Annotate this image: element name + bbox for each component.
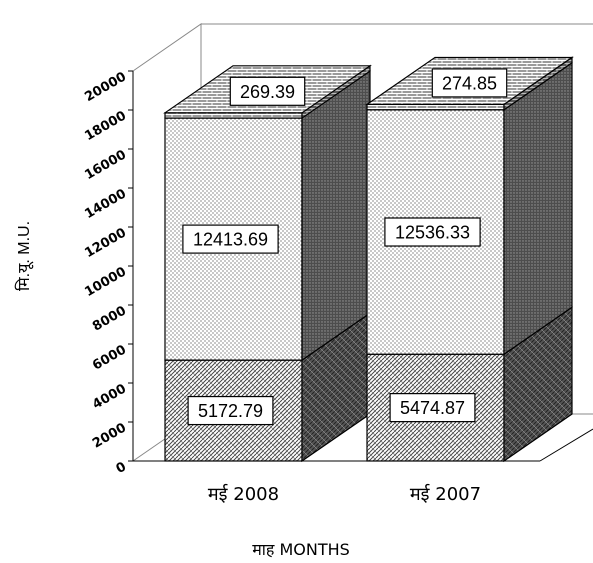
data-label-box <box>384 217 481 247</box>
y-tick-label: 0 <box>114 459 129 477</box>
bar-segment-side <box>503 61 573 356</box>
y-tick-label: 2000 <box>90 420 129 451</box>
x-tick-label: मई 2008 <box>208 483 279 505</box>
data-label-box <box>389 393 476 423</box>
y-tick-label: 10000 <box>82 264 129 300</box>
y-tick-label: 14000 <box>82 186 129 222</box>
y-tick-label: 12000 <box>82 225 129 261</box>
data-label: 12413.69 <box>193 230 268 250</box>
data-label: 274.85 <box>442 73 497 93</box>
x-tick-label: मई 2007 <box>410 483 481 505</box>
data-label: 5474.87 <box>400 398 465 418</box>
y-tick-label: 4000 <box>90 381 129 412</box>
bar-segment-front <box>164 112 303 119</box>
y-tick-label: 16000 <box>82 147 129 183</box>
data-label-box <box>229 76 306 106</box>
y-tick-label: 20000 <box>82 69 129 105</box>
y-tick-label: 8000 <box>90 303 129 334</box>
y-axis-label: मि.यू. M.U. <box>14 221 34 291</box>
data-label: 269.39 <box>240 82 295 102</box>
data-label-box <box>187 395 274 426</box>
y-tick-label: 18000 <box>82 108 129 144</box>
data-label-box <box>182 224 279 254</box>
data-label-box <box>431 68 508 98</box>
x-axis-depth-line <box>539 428 593 462</box>
x-axis-label: माह MONTHS <box>252 540 350 559</box>
bar-segment-front <box>366 103 505 111</box>
data-label: 12536.33 <box>395 223 470 243</box>
data-labels: मई 2008 5172.79 12413.69 269.39 मई 2007 5474.… <box>182 68 508 505</box>
y-axis-ticks: 0 2000 4000 6000 800010000120001400016000180… <box>82 69 133 477</box>
data-label: 5172.79 <box>198 401 263 421</box>
y-tick-label: 6000 <box>90 342 129 373</box>
bar-segment-side <box>301 69 371 362</box>
